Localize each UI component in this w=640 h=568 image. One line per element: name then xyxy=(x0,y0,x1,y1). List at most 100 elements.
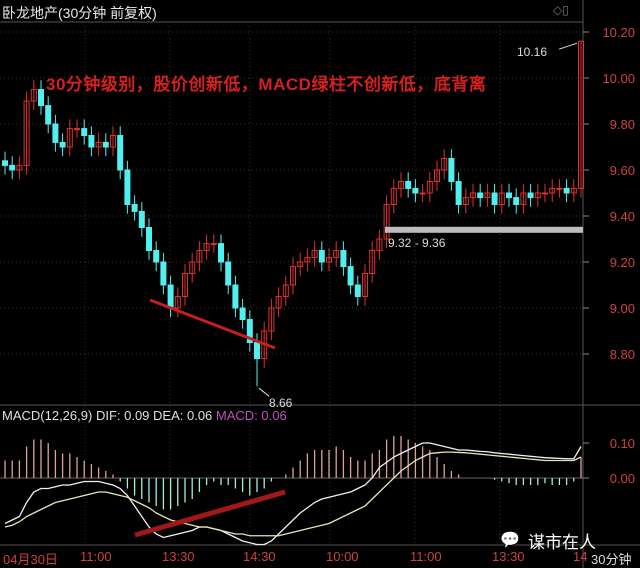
candle-up xyxy=(268,307,275,332)
candle-up xyxy=(376,238,383,251)
candle-down xyxy=(354,284,361,297)
candle-down xyxy=(527,192,534,199)
price-tick-label: 10.20 xyxy=(602,25,635,40)
candle-down xyxy=(246,319,253,343)
candle-down xyxy=(225,261,232,286)
high-price-label: 10.16 xyxy=(517,45,547,59)
wechat-icon: 💬 xyxy=(500,532,520,549)
dea-line xyxy=(4,451,582,537)
candle-up xyxy=(110,135,116,148)
macd-trend-line xyxy=(134,489,286,538)
candle-up xyxy=(290,266,296,286)
candle-up xyxy=(426,181,433,194)
candle-down xyxy=(45,105,52,125)
candle-down xyxy=(88,135,95,148)
candle-up xyxy=(275,296,282,309)
candle-down xyxy=(340,250,347,268)
candle-down xyxy=(405,181,412,189)
candle-up xyxy=(470,192,476,199)
candle-down xyxy=(448,158,455,182)
candle-up xyxy=(369,250,376,274)
low-arrow xyxy=(258,387,270,397)
time-label: 13:30 xyxy=(162,549,195,564)
candle-up xyxy=(556,187,563,190)
candle-down xyxy=(254,342,260,360)
price-tick-label: 10.00 xyxy=(602,71,635,86)
candle-up xyxy=(297,261,304,268)
window-buttons[interactable]: ◇▯ xyxy=(553,3,569,17)
candle-down xyxy=(318,250,325,263)
candle-up xyxy=(304,256,311,263)
candle-up xyxy=(282,284,289,297)
time-label: 11:00 xyxy=(80,549,112,564)
time-label: 14:30 xyxy=(243,549,276,564)
period-label[interactable]: 30分钟 xyxy=(591,552,632,567)
time-label: 14 xyxy=(573,549,588,564)
price-tick-label: 9.20 xyxy=(610,255,635,270)
candle-up xyxy=(390,187,397,205)
candle-down xyxy=(9,164,16,171)
time-label: 11:00 xyxy=(410,549,442,564)
support-band-label: 9.32 - 9.36 xyxy=(388,236,446,250)
candle-up xyxy=(398,181,404,189)
candle-down xyxy=(455,181,462,205)
time-label: 10:00 xyxy=(326,549,359,564)
price-tick-label: 8.80 xyxy=(610,347,635,362)
candle-down xyxy=(513,197,520,206)
candle-down xyxy=(412,187,419,194)
candle-down xyxy=(506,192,512,199)
candle-up xyxy=(534,192,541,199)
candle-down xyxy=(491,192,498,205)
support-band xyxy=(385,226,583,233)
candle-down xyxy=(117,135,124,171)
candle-down xyxy=(239,307,246,320)
candle-up xyxy=(434,169,440,182)
watermark: 谋市在人 xyxy=(528,533,596,552)
price-tick-label: 9.60 xyxy=(610,163,635,178)
macd-value: MACD: 0.06 xyxy=(215,408,287,423)
candle-up xyxy=(311,250,318,258)
macd-dea: DEA: 0.06 xyxy=(153,408,213,423)
candle-up xyxy=(578,40,584,189)
candle-down xyxy=(167,284,174,309)
price-tick-label: 9.00 xyxy=(610,301,635,316)
candle-down xyxy=(563,187,570,194)
candle-up xyxy=(333,250,340,258)
candle-up xyxy=(16,164,23,171)
macd-params: MACD(12,26,9) xyxy=(2,408,93,423)
chart-title: 卧龙地产(30分钟 前复权) xyxy=(2,5,157,21)
divergence-annotation: 30分钟级别，股价创新低，MACD绿柱不创新低，底背离 xyxy=(46,75,487,94)
candle-down xyxy=(52,123,59,143)
candle-up xyxy=(498,192,505,205)
candle-up xyxy=(520,192,527,205)
candle-down xyxy=(477,192,484,199)
candle-up xyxy=(362,273,368,297)
macd-tick-label: 0.10 xyxy=(610,436,635,451)
candle-down xyxy=(131,204,138,212)
candle-down xyxy=(38,89,44,107)
candle-up xyxy=(66,128,73,148)
candle-down xyxy=(59,141,66,148)
time-label: 13:30 xyxy=(492,549,525,564)
candle-down xyxy=(81,128,88,137)
candle-down xyxy=(2,160,8,166)
low-price-label: 8.66 xyxy=(269,396,293,410)
macd-dif: DIF: 0.09 xyxy=(95,408,150,423)
candle-up xyxy=(570,187,577,194)
time-label: 04月30日 xyxy=(3,552,58,567)
candle-up xyxy=(182,273,188,297)
price-trend-line xyxy=(149,298,276,350)
candle-up xyxy=(419,192,426,195)
candle-up xyxy=(326,256,332,263)
candle-up xyxy=(542,192,548,195)
high-arrow xyxy=(558,42,578,50)
candle-up xyxy=(23,100,30,166)
candle-down xyxy=(232,284,239,309)
candle-up xyxy=(549,187,556,194)
candle-down xyxy=(138,210,145,228)
candle-down xyxy=(218,243,224,263)
candle-up xyxy=(196,250,203,263)
candle-up xyxy=(30,89,37,102)
candle-up xyxy=(203,243,210,252)
